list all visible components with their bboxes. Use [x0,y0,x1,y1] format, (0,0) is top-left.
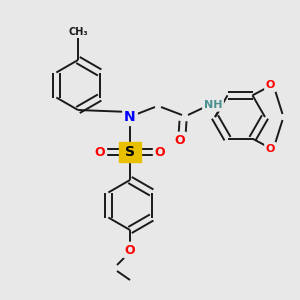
Text: O: O [95,146,105,158]
Text: S: S [125,145,135,159]
Text: O: O [266,80,275,90]
Text: O: O [266,144,275,154]
Bar [119,142,141,162]
Text: O: O [125,244,135,256]
Text: NH: NH [204,100,222,110]
Text: CH₃: CH₃ [68,27,88,37]
Text: O: O [175,134,185,146]
Text: N: N [124,110,136,124]
Text: O: O [155,146,165,158]
